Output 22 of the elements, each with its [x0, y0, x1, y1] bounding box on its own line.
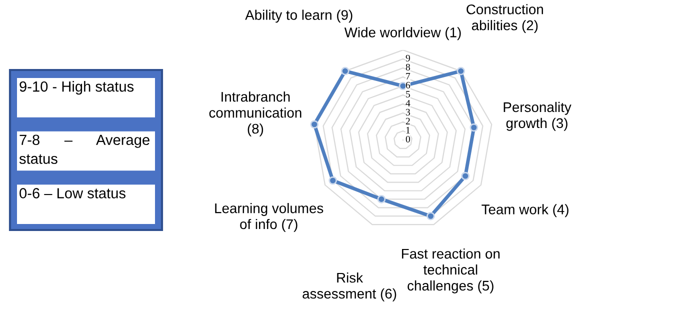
text: 7-8 – Average status	[19, 134, 150, 164]
spoke-label: Team work (4)	[482, 204, 568, 218]
spoke-label: Fast reaction on technical challenges (5)	[402, 248, 500, 294]
spoke-label: Intrabranch communication (8)	[209, 92, 302, 136]
y-tick-label: 2	[406, 118, 410, 124]
y-tick-label: 3	[406, 108, 410, 116]
y-tick-label: 5	[406, 90, 410, 98]
y-tick-label: 4	[406, 100, 410, 106]
spoke-label: Wide worldview (1)	[344, 27, 461, 40]
text: 0-6 – Low status	[20, 188, 126, 198]
text: 9-10 - High status	[20, 81, 134, 95]
spoke-label: Learning volumes of info (7)	[215, 203, 324, 232]
y-tick-label: 8	[406, 64, 410, 70]
spoke-label: Ability to learn (9)	[245, 10, 352, 23]
y-tick-label: 9	[406, 54, 410, 62]
spoke-label: Risk assessment (6)	[302, 272, 396, 302]
spoke-label: Personality growth (3)	[504, 102, 572, 131]
y-tick-label: 7	[406, 72, 410, 80]
spoke-label: Construction abilities (2)	[466, 4, 543, 34]
y-tick-label: 6	[406, 82, 410, 88]
y-tick-label: 1	[406, 126, 410, 134]
y-tick-label: 0	[406, 136, 410, 142]
